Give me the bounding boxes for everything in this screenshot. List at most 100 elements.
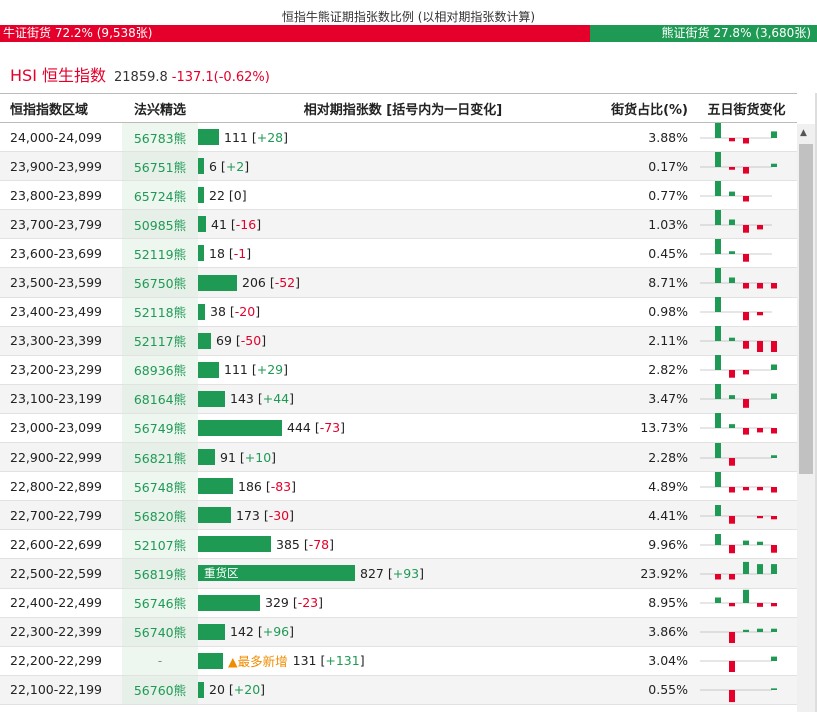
qty-cell: ▲最多新增 131 [+131] (198, 651, 608, 670)
warrant-link[interactable]: 65724熊 (122, 181, 198, 210)
warrant-link[interactable]: 52119熊 (122, 239, 198, 268)
pct-cell: 2.82% (648, 362, 688, 378)
warrant-link[interactable]: 52117熊 (122, 326, 198, 355)
warrant-link[interactable]: 56749熊 (122, 413, 198, 443)
five-day-change-cell (696, 617, 797, 646)
panel-edge (815, 93, 817, 712)
table-row: 22,100-22,199 56760熊 20 [+20] 0.55% (0, 675, 797, 705)
qty-bar (198, 158, 204, 175)
warrant-link[interactable]: 56740熊 (122, 617, 198, 646)
qty-number: 20 (209, 682, 225, 698)
qty-number: 22 (209, 187, 225, 203)
qty-daily-change: +2 (225, 158, 245, 174)
five-day-bar (729, 690, 735, 703)
qty-value: 206 [-52] (242, 275, 301, 291)
five-day-bar (729, 573, 735, 580)
qty-daily-change: -23 (297, 595, 319, 611)
warrant-link[interactable]: 56821熊 (122, 443, 198, 472)
range-cell: 23,500-23,599 (10, 275, 102, 291)
warrant-link[interactable]: 50985熊 (122, 210, 198, 239)
qty-bar (198, 449, 215, 466)
warrant-link[interactable]: 68936熊 (122, 355, 198, 384)
warrant-link[interactable]: 56760熊 (122, 675, 198, 704)
qty-value: 444 [-73] (287, 420, 346, 436)
five-day-bar (757, 564, 763, 574)
qty-daily-change: -52 (274, 275, 296, 291)
qty-number: 6 (209, 158, 217, 174)
scrollbar-thumb[interactable] (799, 144, 813, 474)
table-row: 23,000-23,099 56749熊 444 [-73] 13.73% (0, 413, 797, 444)
five-day-bar (771, 428, 777, 434)
range-cell: 22,400-22,499 (10, 595, 102, 611)
pct-cell: 2.11% (648, 333, 688, 349)
scroll-up-arrow-icon[interactable]: ▲ (800, 128, 807, 138)
range-cell: 23,600-23,699 (10, 245, 102, 261)
qty-cell: 18 [-1] (198, 245, 608, 262)
qty-number: 69 (216, 333, 232, 349)
five-day-bar (715, 209, 721, 225)
qty-value: 143 [+44] (230, 391, 294, 407)
index-name[interactable]: HSI 恒生指数 (10, 66, 106, 85)
five-day-sparkbars (700, 238, 772, 262)
qty-number: 385 (276, 536, 300, 552)
warrant-link[interactable]: 56746熊 (122, 588, 198, 617)
qty-cell: 91 [+10] (198, 449, 608, 466)
five-day-bar (771, 486, 777, 493)
warrant-link[interactable]: 56783熊 (122, 123, 198, 152)
range-cell: 22,100-22,199 (10, 682, 102, 698)
five-day-bar (729, 166, 735, 170)
range-cell: 22,900-22,999 (10, 449, 102, 465)
qty-bar (198, 594, 260, 611)
warrant-distribution-table: 恒指指数区域 法兴精选 相对期指张数 [括号内为一日变化] 街货占比(%) 五日… (0, 93, 797, 705)
qty-value: 20 [+20] (209, 682, 266, 698)
bull-bear-ratio-bar: 牛证街货 72.2% (9,538张) 熊证街货 27.8% (3,680张) (0, 25, 817, 42)
header-five-day: 五日街货变化 (707, 102, 786, 118)
qty-daily-change: 0 (233, 187, 242, 203)
qty-value: 111 [+29] (224, 362, 288, 378)
warrant-link[interactable]: 56750熊 (122, 268, 198, 297)
five-day-change-cell (696, 326, 797, 355)
table-row: 23,500-23,599 56750熊 206 [-52] 8.71% (0, 268, 797, 298)
five-day-bar (715, 413, 721, 429)
five-day-change-cell (696, 355, 797, 384)
table-row: 23,100-23,199 68164熊 143 [+44] 3.47% (0, 384, 797, 414)
five-day-change-cell (696, 471, 797, 501)
vertical-scrollbar[interactable]: ▲ (797, 124, 815, 712)
pct-cell: 4.89% (648, 478, 688, 494)
qty-daily-change: +131 (325, 653, 360, 669)
five-day-bar (715, 297, 721, 313)
warrant-link[interactable]: 52118熊 (122, 297, 198, 326)
five-day-change-cell (696, 268, 797, 297)
qty-cell: 206 [-52] (198, 274, 608, 291)
five-day-bar (729, 337, 735, 342)
five-day-bar (771, 656, 777, 662)
warrant-link[interactable]: 68164熊 (122, 384, 198, 413)
five-day-bar (771, 688, 777, 691)
qty-daily-change: -50 (240, 333, 262, 349)
warrant-link[interactable]: 56819熊 (122, 559, 198, 588)
five-day-bar (771, 515, 777, 520)
five-day-bar (715, 268, 721, 284)
qty-number: 131 (292, 653, 317, 669)
five-day-bar (743, 428, 749, 436)
five-day-sparkbars (700, 504, 777, 524)
warrant-link[interactable]: 56820熊 (122, 501, 198, 530)
qty-value: 827 [+93] (360, 565, 424, 581)
qty-cell: 329 [-23] (198, 594, 608, 611)
warrant-link[interactable]: 56748熊 (122, 472, 198, 501)
bull-ratio-segment: 牛证街货 72.2% (9,538张) (0, 25, 590, 42)
qty-cell: 69 [-50] (198, 332, 608, 349)
five-day-change-cell (696, 530, 797, 559)
five-day-bar (743, 370, 749, 375)
qty-bar (198, 507, 231, 524)
five-day-sparkbars (700, 326, 777, 353)
table-row: 22,900-22,999 56821熊 91 [+10] 2.28% (0, 442, 797, 473)
header-pct: 街货占比(%) (611, 102, 688, 118)
warrant-link[interactable]: 56751熊 (122, 152, 198, 181)
five-day-sparkbars (700, 561, 777, 580)
range-cell: 23,800-23,899 (10, 187, 102, 203)
qty-value: 69 [-50] (216, 333, 267, 349)
pct-cell: 3.04% (648, 653, 688, 669)
warrant-link[interactable]: 52107熊 (122, 530, 198, 559)
qty-value: 385 [-78] (276, 536, 335, 552)
